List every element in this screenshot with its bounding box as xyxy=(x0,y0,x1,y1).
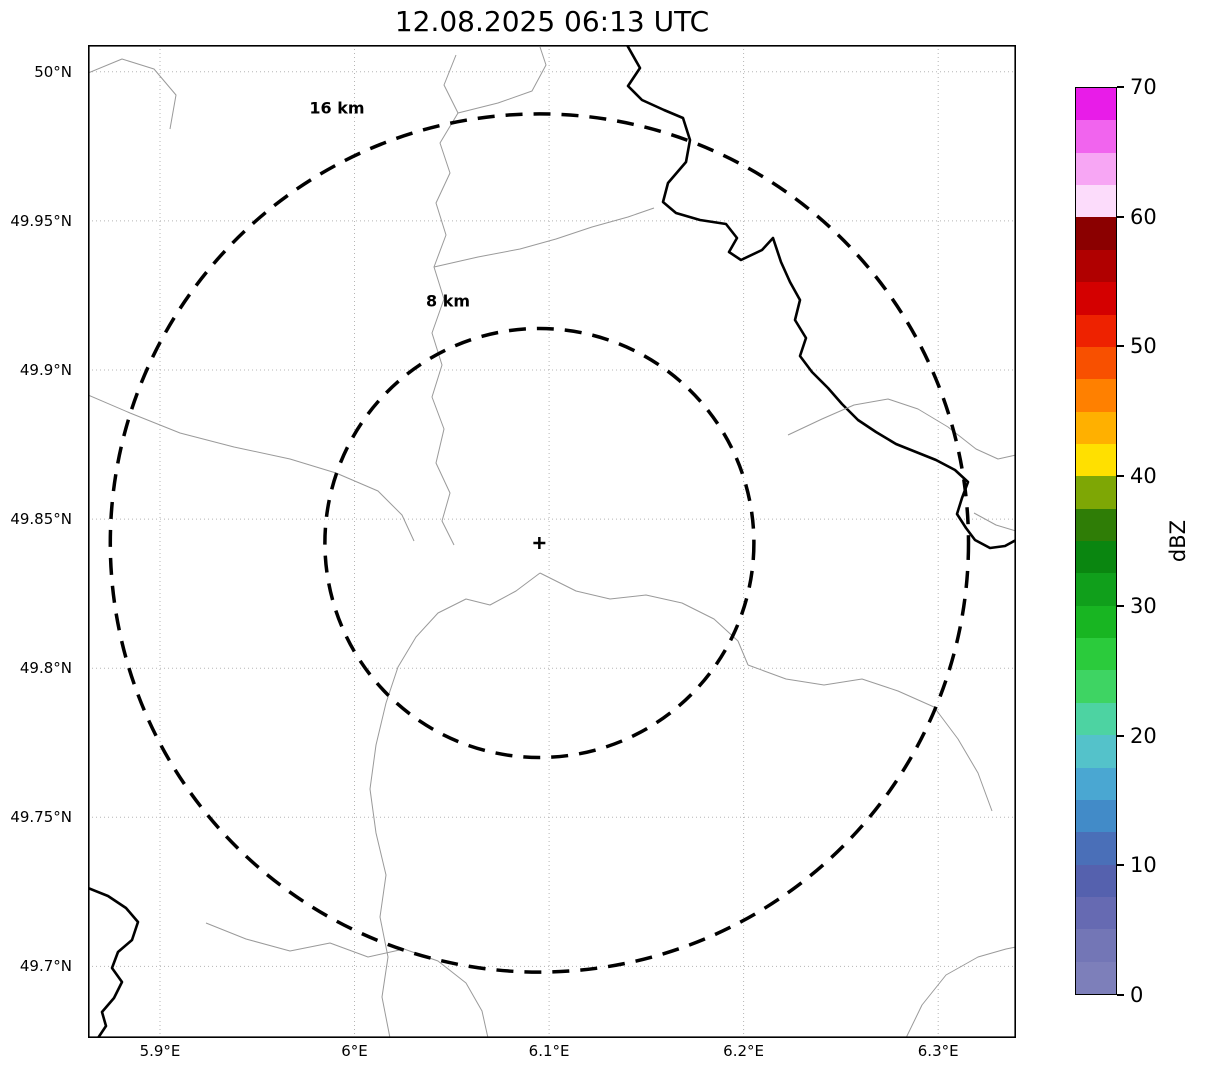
longitude-axis-labels: 5.9°E 6°E 6.1°E 6.2°E 6.3°E xyxy=(88,1042,1016,1066)
map-canvas xyxy=(88,45,1016,1038)
x-tick-label: 5.9°E xyxy=(139,1042,181,1060)
colorbar-band xyxy=(1076,282,1116,315)
colorbar-tick xyxy=(1117,215,1124,218)
y-tick-label: 49.95°N xyxy=(10,211,72,230)
colorbar-band xyxy=(1076,314,1116,347)
x-tick-label: 6.1°E xyxy=(528,1042,570,1060)
colorbar-band xyxy=(1076,411,1116,444)
colorbar-band xyxy=(1076,735,1116,768)
colorbar-tick xyxy=(1117,734,1124,737)
colorbar-tick-label: 50 xyxy=(1130,334,1157,359)
y-tick-label: 49.7°N xyxy=(19,957,72,976)
boundary-line xyxy=(88,58,177,130)
colorbar-tick-label: 60 xyxy=(1130,204,1157,229)
colorbar-band xyxy=(1076,638,1116,671)
x-tick-label: 6.2°E xyxy=(723,1042,765,1060)
boundary-line xyxy=(747,664,993,812)
y-tick-label: 49.9°N xyxy=(19,361,72,379)
colorbar-band xyxy=(1076,702,1116,736)
colorbar-band xyxy=(1076,573,1116,606)
map-plot-area: 16 km 8 km xyxy=(88,45,1016,1038)
colorbar-band xyxy=(1076,864,1116,897)
plot-frame xyxy=(88,45,1016,1038)
colorbar-tick-label: 20 xyxy=(1130,723,1157,748)
boundary-line xyxy=(88,394,415,542)
colorbar-tick-label: 0 xyxy=(1130,983,1144,1007)
boundary-line xyxy=(539,572,749,666)
colorbar-band xyxy=(1076,896,1116,930)
boundary-line xyxy=(369,572,541,1038)
colorbar-band xyxy=(1076,249,1116,283)
boundary-line xyxy=(205,922,489,1038)
colorbar-band xyxy=(1076,379,1116,412)
plot-title: 12.08.2025 06:13 UTC xyxy=(394,5,710,38)
colorbar-band xyxy=(1076,799,1116,833)
y-tick-label: 49.75°N xyxy=(10,808,72,827)
colorbar-band xyxy=(1076,508,1116,542)
colorbar-band xyxy=(1076,476,1116,509)
y-tick-label: 49.8°N xyxy=(19,659,72,678)
latitude-axis-labels: 50°N 49.95°N 49.9°N 49.85°N 49.8°N 49.75°N 49.… xyxy=(0,45,80,1038)
colorbar-tick xyxy=(1117,604,1124,607)
colorbar-tick xyxy=(1117,994,1124,996)
range-rings xyxy=(108,112,971,974)
x-tick-label: 6.3°E xyxy=(917,1042,959,1060)
colorbar-tick xyxy=(1117,475,1124,478)
boundary-line xyxy=(905,946,1016,1038)
colorbar-band xyxy=(1076,443,1116,477)
colorbar-tick-label: 30 xyxy=(1130,593,1157,618)
colorbar-band xyxy=(1076,88,1116,121)
range-ring-16km xyxy=(108,112,971,974)
colorbar-band xyxy=(1076,541,1116,574)
graticule-gridlines xyxy=(88,45,1016,1038)
colorbar-band xyxy=(1076,929,1116,962)
colorbar-tick-label: 40 xyxy=(1130,464,1157,489)
colorbar-tick-label: 70 xyxy=(1130,75,1157,99)
boundary-line xyxy=(973,512,1016,532)
colorbar-band xyxy=(1076,767,1116,800)
range-ring-8km xyxy=(323,326,756,760)
colorbar-band xyxy=(1076,670,1116,703)
colorbar-band xyxy=(1076,605,1116,639)
colorbar-unit-label: dBZ xyxy=(1166,519,1190,563)
radar-site-marker xyxy=(533,536,546,549)
boundary-line xyxy=(787,398,1016,460)
colorbar-bands xyxy=(1076,88,1116,995)
boundary-line xyxy=(457,46,547,114)
colorbar-band xyxy=(1076,185,1116,218)
colorbar-band xyxy=(1076,217,1116,250)
colorbar-tick xyxy=(1117,345,1124,348)
map-boundary-lines xyxy=(88,45,1016,1038)
colorbar-band xyxy=(1076,120,1116,153)
boundary-line xyxy=(433,207,655,268)
colorbar-tick xyxy=(1117,86,1124,88)
colorbar-tick-label: 10 xyxy=(1130,853,1157,878)
country-border-southwest xyxy=(88,886,140,1038)
colorbar-band xyxy=(1076,346,1116,380)
x-tick-label: 6°E xyxy=(341,1042,368,1060)
colorbar-band xyxy=(1076,832,1116,865)
radar-site-cross-icon xyxy=(533,536,546,549)
colorbar-tick xyxy=(1117,864,1124,867)
reflectivity-colorbar xyxy=(1075,87,1117,995)
y-tick-label: 49.85°N xyxy=(10,510,72,529)
country-border-east xyxy=(625,45,1016,550)
y-tick-label: 50°N xyxy=(34,62,72,81)
colorbar-band xyxy=(1076,961,1116,995)
colorbar-band xyxy=(1076,152,1116,186)
boundary-line xyxy=(431,54,459,546)
